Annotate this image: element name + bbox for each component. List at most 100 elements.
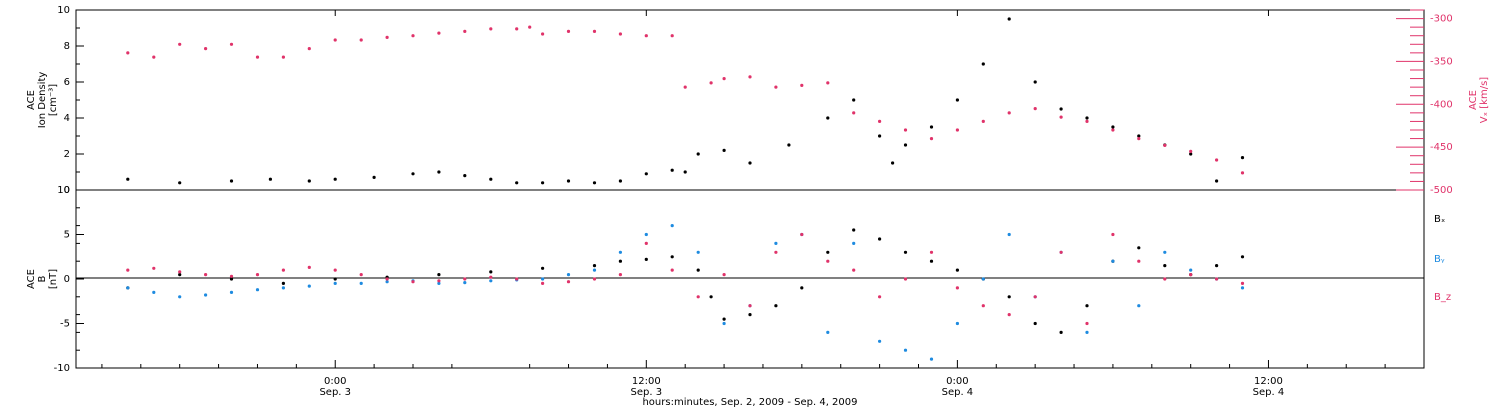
- point-by-14: [489, 279, 493, 283]
- point-density-33: [1059, 107, 1063, 111]
- point-by-29: [878, 339, 882, 343]
- point-vx-0: [126, 51, 130, 55]
- point-bz-42: [1215, 277, 1219, 281]
- point-bx-26: [1007, 295, 1011, 299]
- point-bz-12: [437, 279, 441, 283]
- legend-by: Bᵧ: [1434, 254, 1445, 265]
- ytick-label-top-8: 8: [64, 41, 70, 52]
- ytick-label-top-6: 6: [64, 77, 70, 88]
- point-by-5: [255, 288, 260, 292]
- point-bx-16: [748, 313, 752, 317]
- point-bz-3: [204, 273, 208, 277]
- point-bx-15: [722, 317, 726, 321]
- point-by-21: [670, 224, 674, 228]
- point-bx-28: [1059, 330, 1063, 334]
- point-density-23: [826, 116, 830, 120]
- point-vx-33: [929, 137, 934, 141]
- point-density-26: [891, 161, 895, 165]
- point-bz-33: [981, 304, 985, 308]
- ytick-label-right--300: -300: [1430, 14, 1453, 25]
- point-density-17: [670, 168, 674, 172]
- point-by-28: [852, 241, 856, 245]
- point-by-33: [981, 277, 985, 281]
- point-bx-1: [178, 273, 182, 277]
- xtick-label-date-3: Sep. 4: [1253, 387, 1285, 398]
- point-vx-38: [1059, 115, 1063, 119]
- ytick-label-top-2: 2: [64, 149, 70, 160]
- ytick-label-bottom--10: -10: [54, 363, 70, 374]
- point-by-7: [307, 284, 311, 288]
- ytick-label-top-0: 0: [64, 185, 70, 196]
- point-vx-13: [463, 29, 467, 33]
- point-bz-15: [515, 277, 519, 281]
- point-by-8: [333, 281, 337, 285]
- point-vx-41: [1137, 137, 1141, 141]
- point-vx-37: [1033, 107, 1037, 111]
- point-by-20: [644, 232, 648, 237]
- bottom-left-axis: 10 5 0 -5 -10: [54, 185, 84, 374]
- point-density-18: [683, 170, 687, 174]
- point-bx-29: [1085, 304, 1089, 308]
- point-bx-12: [670, 255, 674, 259]
- top-ylabel-line1: ACE: [26, 90, 37, 110]
- point-vx-20: [618, 32, 623, 36]
- point-bz-19: [618, 273, 623, 277]
- point-bz-18: [592, 277, 597, 281]
- point-density-30: [981, 62, 985, 66]
- top-right-ylabel-line2: Vₓ [km/s]: [1479, 77, 1490, 123]
- point-vx-31: [878, 119, 882, 123]
- point-density-10: [489, 177, 493, 181]
- point-vx-42: [1163, 143, 1167, 147]
- point-vx-1: [152, 55, 156, 59]
- top-right-axis: -300 -350 -400 -450 -500: [1396, 9, 1453, 196]
- point-by-10: [385, 280, 389, 284]
- point-bz-5: [255, 273, 260, 277]
- point-density-9: [463, 174, 467, 178]
- point-bz-6: [281, 268, 285, 272]
- point-bx-10: [618, 259, 623, 263]
- point-density-11: [515, 181, 519, 185]
- series-bz: [126, 232, 1245, 326]
- point-by-4: [229, 290, 234, 294]
- point-bz-41: [1189, 273, 1193, 277]
- point-vx-36: [1007, 111, 1011, 115]
- point-bz-16: [541, 281, 545, 285]
- ytick-label-top-4: 4: [64, 113, 70, 124]
- legend-bx: Bₓ: [1434, 214, 1445, 225]
- point-bx-34: [1215, 264, 1219, 268]
- point-bz-11: [411, 280, 415, 284]
- point-bz-9: [359, 273, 363, 277]
- point-density-16: [644, 172, 648, 176]
- point-bz-23: [722, 273, 726, 277]
- point-by-38: [1111, 259, 1115, 263]
- point-by-13: [463, 281, 467, 285]
- point-bz-28: [852, 268, 856, 272]
- point-bz-2: [178, 270, 182, 274]
- legend-bz: B_z: [1434, 292, 1451, 303]
- point-density-40: [1240, 156, 1245, 160]
- point-density-25: [878, 134, 882, 138]
- bottom-ylabel-line2: B: [37, 275, 48, 282]
- point-bx-11: [644, 257, 648, 261]
- point-vx-3: [204, 47, 208, 51]
- point-bx-18: [800, 286, 804, 290]
- point-density-13: [566, 179, 571, 183]
- point-density-15: [618, 179, 623, 183]
- point-by-30: [903, 348, 908, 352]
- point-vx-18: [566, 29, 571, 33]
- point-by-17: [566, 273, 571, 277]
- point-bz-26: [800, 232, 804, 237]
- point-bz-17: [566, 280, 571, 284]
- point-density-7: [411, 172, 415, 176]
- point-vx-19: [592, 29, 597, 33]
- top-ylabel-line2: Ion Density: [37, 72, 48, 129]
- point-by-1: [152, 290, 156, 294]
- point-by-2: [178, 295, 182, 299]
- point-vx-2: [178, 42, 182, 46]
- point-bz-13: [463, 277, 467, 281]
- ytick-label-right--350: -350: [1430, 56, 1453, 67]
- point-vx-8: [333, 38, 337, 42]
- point-bx-14: [709, 295, 713, 299]
